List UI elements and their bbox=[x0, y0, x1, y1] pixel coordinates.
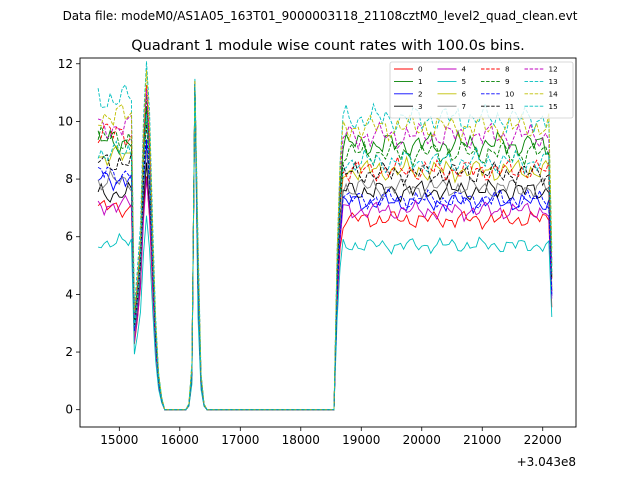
x-tick-label: 18000 bbox=[282, 433, 320, 447]
y-tick-label: 0 bbox=[65, 403, 73, 417]
legend-label-14: 14 bbox=[549, 89, 559, 98]
series-line-12 bbox=[97, 81, 553, 411]
series-line-6 bbox=[98, 83, 553, 411]
legend-label-3: 3 bbox=[418, 102, 423, 111]
legend-label-6: 6 bbox=[462, 89, 467, 98]
legend-label-13: 13 bbox=[549, 77, 558, 86]
legend-label-15: 15 bbox=[549, 102, 558, 111]
y-tick-label: 6 bbox=[65, 230, 73, 244]
legend-label-0: 0 bbox=[418, 65, 423, 74]
legend-label-1: 1 bbox=[418, 77, 423, 86]
y-tick-label: 8 bbox=[65, 172, 73, 186]
series-line-3 bbox=[97, 83, 553, 411]
legend-label-8: 8 bbox=[505, 65, 510, 74]
y-tick-label: 10 bbox=[58, 114, 73, 128]
plot-frame bbox=[79, 57, 577, 428]
x-tick-label: 16000 bbox=[161, 433, 199, 447]
plot-series bbox=[97, 61, 553, 411]
suptitle: Data file: modeM0/AS1A05_163T01_90000031… bbox=[63, 9, 578, 23]
legend-label-9: 9 bbox=[505, 77, 510, 86]
series-line-11 bbox=[97, 83, 553, 411]
series-line-14 bbox=[98, 70, 553, 411]
y-tick-label: 12 bbox=[58, 57, 73, 71]
x-axis: 15000 16000 17000 18000 19000 20000 21000 22000 bbox=[100, 427, 562, 447]
x-tick-label: 19000 bbox=[342, 433, 380, 447]
chart-title: Quadrant 1 module wise count rates with … bbox=[131, 38, 525, 54]
legend-label-7: 7 bbox=[462, 102, 467, 111]
x-tick-label: 21000 bbox=[463, 433, 501, 447]
series-line-10 bbox=[97, 83, 553, 411]
series-line-15 bbox=[97, 83, 553, 411]
series-line-1 bbox=[97, 81, 553, 411]
legend-label-4: 4 bbox=[462, 65, 467, 74]
series-line-4 bbox=[97, 86, 553, 411]
legend-label-10: 10 bbox=[505, 89, 515, 98]
x-tick-label: 15000 bbox=[100, 433, 138, 447]
series-line-9 bbox=[97, 81, 553, 411]
series-line-7 bbox=[97, 86, 553, 411]
y-axis: 0 2 4 6 8 10 12 bbox=[58, 57, 80, 417]
legend-box bbox=[389, 61, 574, 119]
series-line-0 bbox=[97, 86, 553, 411]
legend-label-2: 2 bbox=[418, 89, 423, 98]
y-tick-label: 4 bbox=[65, 287, 73, 301]
x-tick-label: 22000 bbox=[524, 433, 562, 447]
legend-label-11: 11 bbox=[505, 102, 514, 111]
x-tick-label: 20000 bbox=[403, 433, 441, 447]
x-offset-label: +3.043e8 bbox=[517, 455, 576, 469]
y-tick-label: 2 bbox=[65, 345, 73, 359]
legend-label-5: 5 bbox=[462, 77, 467, 86]
series-line-8 bbox=[97, 81, 553, 411]
series-line-2 bbox=[97, 83, 553, 411]
x-tick-label: 17000 bbox=[221, 433, 259, 447]
legend-label-12: 12 bbox=[549, 65, 558, 74]
